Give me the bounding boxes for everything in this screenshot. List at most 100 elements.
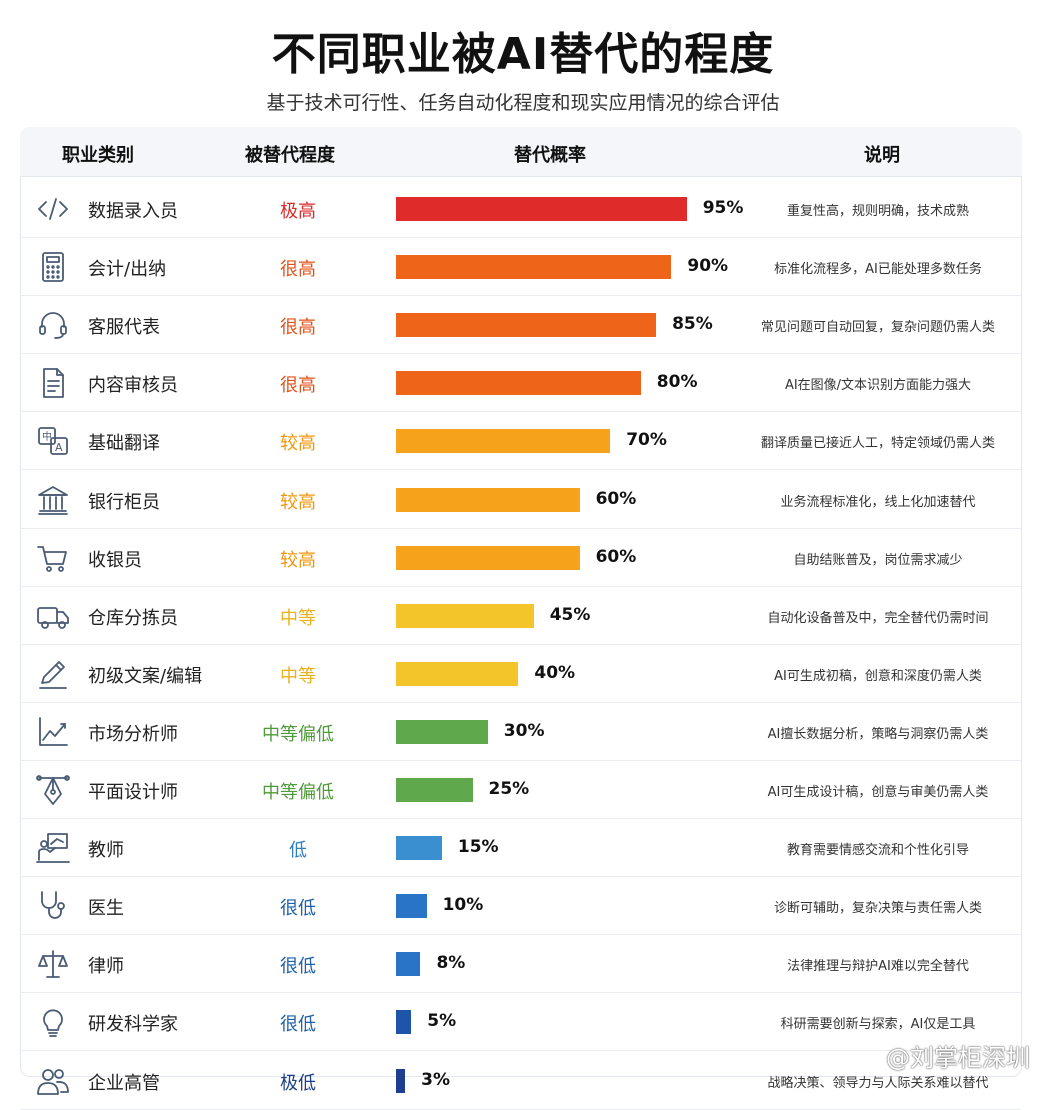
- probability-bar: [396, 371, 641, 396]
- note-text: 重复性高，规则明确，技术成熟: [786, 204, 969, 220]
- scales-icon: [35, 946, 71, 982]
- note-text: 法律推理与辩护AI难以完全替代: [787, 959, 969, 975]
- probability-bar: [396, 952, 421, 977]
- note-text: 翻译质量已接近人工，特定领域仍需人类: [760, 436, 995, 452]
- probability-label: 90%: [687, 256, 729, 277]
- probability-bar: [396, 661, 519, 686]
- occupation-label: 研发科学家: [88, 1014, 178, 1036]
- probability-label: 25%: [488, 779, 530, 800]
- note-text: 教育需要情感交流和个性化引导: [786, 843, 969, 859]
- header-note: 说明: [864, 145, 900, 166]
- replacement-level: 中等偏低: [262, 723, 334, 745]
- teacher-icon: [35, 830, 71, 866]
- table-row: [21, 529, 1021, 587]
- table-row: [21, 471, 1021, 529]
- replacement-level: 中等: [280, 607, 316, 629]
- header-probability: 替代概率: [514, 145, 586, 166]
- probability-bar: [396, 487, 580, 512]
- probability-label: 60%: [595, 488, 637, 509]
- note-text: AI在图像/文本识别方面能力强大: [784, 378, 972, 394]
- note-text: AI擅长数据分析，策略与洞察仍需人类: [767, 726, 989, 742]
- probability-label: 80%: [656, 372, 698, 393]
- note-text: 自动化设备普及中，完全替代仍需时间: [767, 610, 989, 626]
- occupation-label: 初级文案/编辑: [88, 665, 203, 687]
- note-text: 自助结账普及，岗位需求减少: [793, 552, 963, 568]
- probability-label: 45%: [549, 604, 591, 625]
- probability-bar: [396, 255, 672, 280]
- probability-label: 40%: [534, 662, 576, 683]
- page-subtitle: 基于技术可行性、任务自动化程度和现实应用情况的综合评估: [266, 92, 780, 114]
- occupation-label: 客服代表: [88, 317, 160, 339]
- line-chart-icon: [35, 714, 71, 750]
- replacement-level: 很低: [280, 898, 316, 920]
- header-level: 被替代程度: [245, 145, 335, 166]
- probability-label: 10%: [442, 895, 484, 916]
- occupation-label: 基础翻译: [88, 433, 160, 455]
- replacement-level: 中等: [280, 665, 316, 687]
- occupation-label: 会计/出纳: [88, 259, 167, 281]
- replacement-level: 较高: [280, 433, 316, 455]
- svg-text:A: A: [55, 441, 63, 454]
- probability-label: 85%: [672, 314, 713, 335]
- probability-bar: [396, 894, 427, 919]
- pen-icon: [35, 656, 71, 692]
- replacement-level: 较高: [280, 491, 316, 513]
- code-icon: [35, 191, 71, 227]
- replacement-level: 极低: [280, 1072, 316, 1094]
- replacement-level: 很高: [280, 259, 316, 281]
- replacement-level: 很高: [280, 317, 316, 339]
- table-row: [21, 993, 1021, 1052]
- calculator-icon: [35, 249, 71, 285]
- table-row: [21, 354, 1021, 413]
- svg-text:中: 中: [42, 430, 52, 443]
- occupation-label: 律师: [88, 956, 124, 978]
- table-header: [20, 127, 1022, 177]
- occupation-label: 市场分析师: [88, 723, 178, 745]
- probability-label: 8%: [436, 953, 466, 974]
- probability-label: 60%: [595, 546, 637, 567]
- probability-bar: [396, 429, 611, 454]
- table-row: [21, 645, 1021, 703]
- table-row: [21, 180, 1021, 238]
- replacement-level: 较高: [280, 549, 316, 571]
- table-row: [21, 877, 1021, 936]
- truck-icon: [35, 598, 71, 634]
- replacement-level: 低: [289, 840, 307, 862]
- table-row: [21, 935, 1021, 994]
- note-text: 常见问题可自动回复，复杂问题仍需人类: [760, 320, 995, 336]
- probability-bar: [396, 313, 657, 338]
- replacement-level: 很低: [280, 956, 316, 978]
- replacement-level: 很低: [280, 1014, 316, 1036]
- probability-bar: [396, 1010, 412, 1035]
- design-pen-icon: [35, 772, 71, 808]
- chart-rows: 数据录入员 极高 95% 重复性高，规则明确，技术成熟 会计/出纳 很高 90% 标准化流程多…: [21, 180, 1021, 1110]
- probability-bar: [396, 603, 534, 628]
- note-text: 标准化流程多，AI已能处理多数任务: [774, 262, 982, 278]
- probability-bar: [396, 778, 473, 803]
- bank-icon: [35, 482, 71, 518]
- occupation-label: 企业高管: [88, 1072, 160, 1094]
- table-row: [21, 761, 1021, 819]
- occupation-label: 仓库分拣员: [88, 607, 178, 629]
- document-icon: [35, 365, 71, 401]
- table-row: [21, 587, 1021, 645]
- occupation-label: 银行柜员: [88, 491, 160, 513]
- table-row: [21, 412, 1021, 471]
- replacement-level: 极高: [280, 201, 316, 223]
- table-row: [21, 296, 1021, 355]
- note-text: 科研需要创新与探索，AI仅是工具: [780, 1017, 976, 1033]
- note-text: 诊断可辅助，复杂决策与责任需人类: [773, 901, 982, 917]
- table-card: [20, 127, 1022, 1077]
- probability-label: 15%: [457, 837, 499, 858]
- occupation-label: 平面设计师: [88, 782, 178, 804]
- watermark: @刘掌柜深圳: [886, 1044, 1030, 1072]
- lightbulb-icon: [35, 1004, 71, 1040]
- table-row: [21, 819, 1021, 878]
- occupation-label: 收银员: [88, 549, 142, 571]
- probability-label: 95%: [702, 198, 744, 219]
- cart-icon: [35, 540, 71, 576]
- headset-icon: [35, 307, 71, 343]
- replacement-level: 中等偏低: [262, 782, 334, 804]
- table-row: [21, 238, 1021, 297]
